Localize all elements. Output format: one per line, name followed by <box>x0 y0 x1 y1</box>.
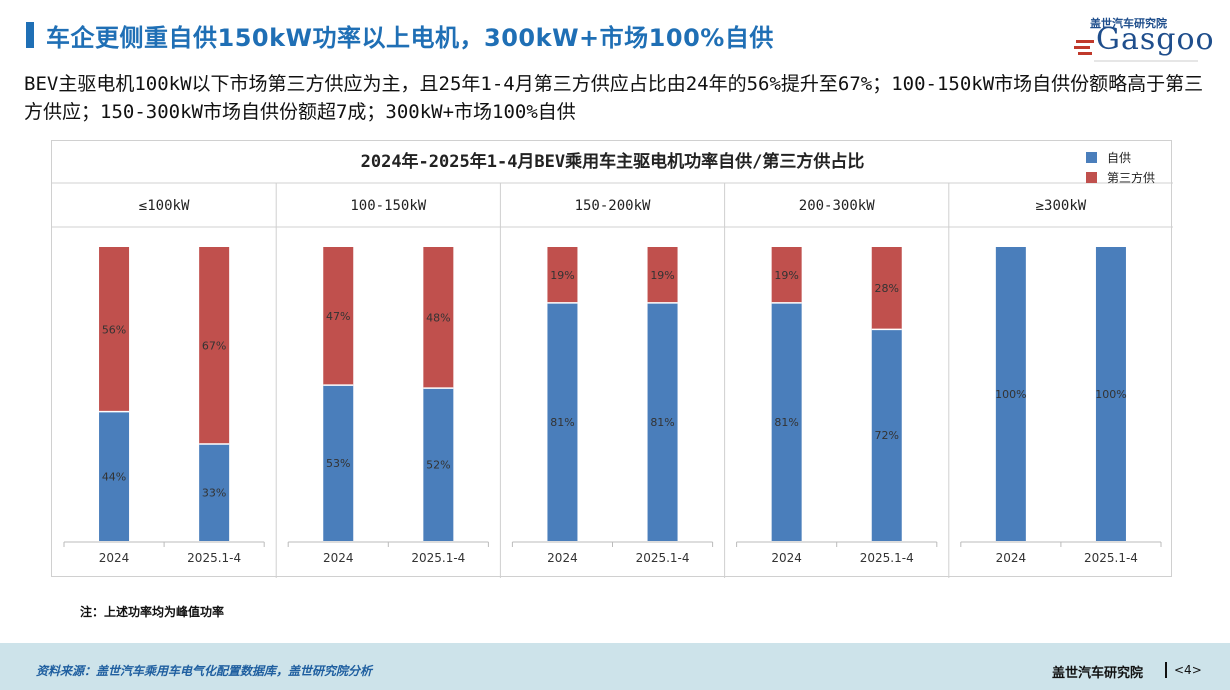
logo-en-text: Gasgoo <box>1096 22 1215 57</box>
bar-third-party <box>871 247 902 330</box>
bar-third-party <box>199 247 230 444</box>
bar-self <box>771 302 802 541</box>
footer-brand: 盖世汽车研究院 <box>1052 666 1144 681</box>
bar-third-party <box>771 247 802 303</box>
footnote: 注：上述功率均为峰值功率 <box>80 605 225 619</box>
data-label-self: 81% <box>550 416 574 429</box>
bar-self <box>995 247 1026 541</box>
data-label-third-party: 28% <box>875 282 899 295</box>
page-title: 车企更侧重自供150kW功率以上电机，300kW+市场100%自供 <box>46 24 774 52</box>
x-tick-label: 2024 <box>323 551 354 565</box>
legend-swatch-third <box>1086 171 1097 183</box>
legend-label-self: 自供 <box>1107 150 1132 165</box>
bar-self <box>323 385 354 541</box>
bar-self <box>547 302 578 541</box>
bar-third-party <box>323 247 354 386</box>
footer-separator <box>1165 662 1167 678</box>
chart-svg: ≤100kW 56% 44% 2024 67% 33% 2025.1-4 100-150kW 4… <box>52 182 1173 578</box>
legend-label-third: 第三方供 <box>1107 170 1156 185</box>
data-label-third-party: 67% <box>202 339 226 352</box>
subtitle: BEV主驱电机100kW以下市场第三方供应为主，且25年1-4月第三方供应占比由… <box>24 73 1204 123</box>
chart-title: 2024年-2025年1-4月BEV乘用车主驱电机功率自供/第三方供占比 <box>360 152 865 172</box>
gasgoo-logo-icon <box>1074 40 1198 62</box>
data-label-self: 81% <box>650 416 674 429</box>
data-label-third-party: 48% <box>426 312 450 325</box>
x-tick-label: 2025.1-4 <box>411 551 465 565</box>
x-tick-label: 2025.1-4 <box>187 551 241 565</box>
page-number: <4> <box>1174 663 1202 677</box>
bar-self <box>199 443 230 541</box>
data-label-third-party: 19% <box>650 269 674 282</box>
x-tick-label: 2024 <box>771 551 802 565</box>
bar-third-party <box>99 247 130 412</box>
bar-third-party <box>423 247 454 389</box>
bar-self <box>1095 247 1126 541</box>
data-label-self: 100% <box>995 388 1026 401</box>
bar-self <box>871 329 902 541</box>
chart-container: ≤100kW 56% 44% 2024 67% 33% 2025.1-4 100-150kW 4… <box>51 140 1173 578</box>
data-label-self: 52% <box>426 459 450 472</box>
panel-label: ≥300kW <box>1036 198 1087 214</box>
bar-third-party <box>547 247 578 303</box>
data-label-self: 33% <box>202 486 226 499</box>
data-label-self: 81% <box>774 416 798 429</box>
data-label-self: 100% <box>1095 388 1126 401</box>
data-label-third-party: 56% <box>102 323 126 336</box>
legend-item-self: 自供 <box>1086 147 1155 167</box>
bar-self <box>99 411 130 541</box>
bar-self <box>423 388 454 541</box>
x-tick-label: 2025.1-4 <box>860 551 914 565</box>
panel-label: ≤100kW <box>139 198 190 214</box>
data-label-third-party: 19% <box>774 269 798 282</box>
chart-legend: 自供 第三方供 <box>1086 147 1155 187</box>
data-label-third-party: 47% <box>326 310 350 323</box>
data-label-third-party: 19% <box>550 269 574 282</box>
x-tick-label: 2024 <box>547 551 578 565</box>
panel-label: 150-200kW <box>575 198 651 214</box>
logo-cn-text: 盖世汽车研究院 <box>1090 17 1167 30</box>
panel-label: 100-150kW <box>350 198 426 214</box>
legend-swatch-self <box>1086 151 1097 163</box>
data-label-self: 72% <box>875 429 899 442</box>
footer-bar: 资料来源：盖世汽车乘用车电气化配置数据库，盖世研究院分析 盖世汽车研究院 <4> <box>0 643 1230 690</box>
x-tick-label: 2025.1-4 <box>636 551 690 565</box>
data-label-self: 53% <box>326 457 350 470</box>
x-tick-label: 2025.1-4 <box>1084 551 1138 565</box>
footer-source: 资料来源：盖世汽车乘用车电气化配置数据库，盖世研究院分析 <box>36 664 373 678</box>
bar-self <box>647 302 678 541</box>
title-accent-bar <box>26 22 34 48</box>
bar-third-party <box>647 247 678 303</box>
x-tick-label: 2024 <box>996 551 1027 565</box>
panel-label: 200-300kW <box>799 198 875 214</box>
x-tick-label: 2024 <box>99 551 130 565</box>
data-label-self: 44% <box>102 470 126 483</box>
legend-item-third: 第三方供 <box>1086 167 1155 187</box>
